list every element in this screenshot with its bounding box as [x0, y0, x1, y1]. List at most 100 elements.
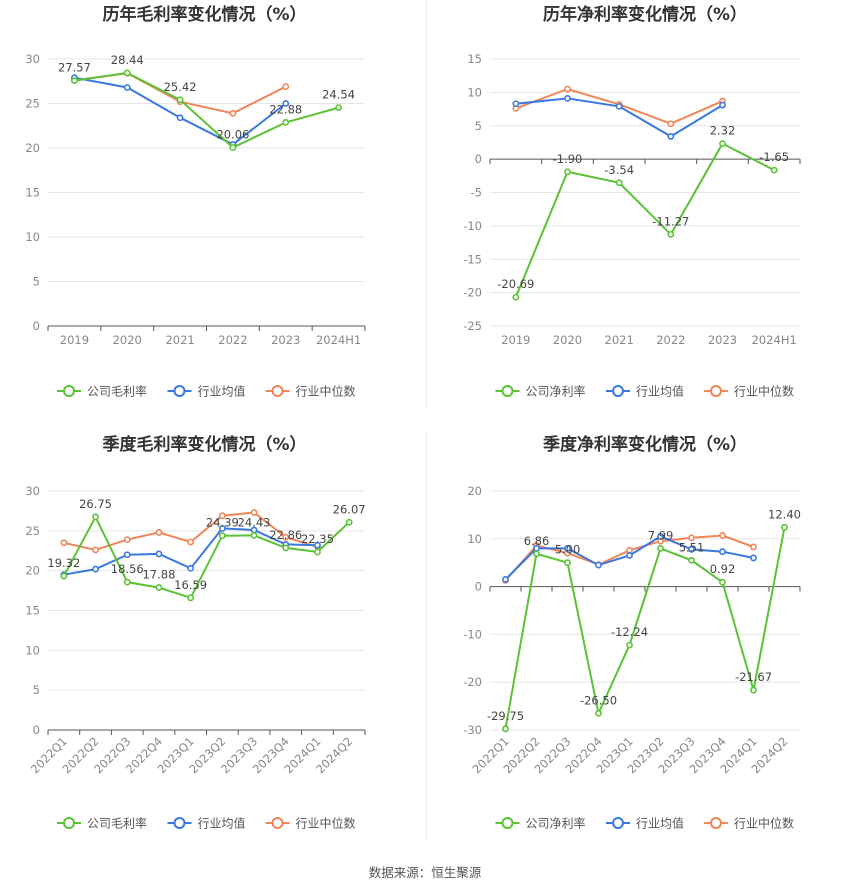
line-circle-icon [173, 385, 186, 397]
y-tick-label: 15 [25, 186, 40, 200]
data-point-industry_avg [626, 552, 633, 559]
line-circle-icon [173, 817, 186, 829]
line-circle-icon [612, 817, 624, 829]
data-point-company [564, 168, 571, 176]
data-label: 16.59 [174, 578, 207, 592]
data-label: -3.54 [604, 163, 634, 177]
line-circle-icon [501, 817, 514, 829]
data-point-company [176, 96, 184, 104]
y-tick-label: 20 [467, 484, 482, 498]
y-tick-label: -20 [463, 675, 482, 689]
y-tick-label: 0 [33, 319, 40, 333]
y-tick-label: 30 [25, 484, 40, 498]
chart-svg: 历年净利率变化情况（%） -25 -20 -15 -10 -5 0 5 10 15 2019 2020… [463, 4, 801, 399]
chart-quarterly-gross-margin: 季度毛利率变化情况（%） 0 5 10 15 20 25 30 2022Q1 2022Q2 2022… [0, 430, 425, 860]
legend-item-industry_median: 行业中位数 [704, 384, 794, 399]
data-label: -20.69 [497, 277, 534, 291]
y-tick-label: -15 [463, 252, 482, 266]
line-circle-icon [63, 385, 75, 397]
data-point-industry_median [229, 109, 237, 117]
x-tick-label: 2023 [708, 333, 737, 347]
series-line-company [504, 527, 786, 729]
data-point-industry_median [282, 83, 290, 90]
data-label: 26.07 [333, 502, 366, 516]
data-point-company [533, 550, 540, 558]
data-point-company [626, 641, 633, 649]
legend-label: 行业中位数 [734, 816, 794, 831]
data-label: 22.86 [269, 528, 302, 542]
data-label: -29.75 [487, 709, 524, 723]
x-tick-label: 2020 [553, 333, 582, 347]
data-point-industry_avg [564, 544, 571, 552]
data-label: -21.67 [735, 670, 772, 684]
data-label: 17.88 [142, 568, 175, 582]
data-point-industry_avg [176, 114, 184, 122]
legend-item-company: 公司净利率 [495, 816, 586, 831]
data-point-company [282, 118, 290, 126]
data-label: 7.99 [648, 528, 674, 542]
data-point-industry_median [123, 536, 131, 543]
data-point-industry_avg [502, 576, 509, 583]
y-tick-label: -5 [471, 186, 482, 200]
data-point-industry_avg [218, 525, 226, 532]
data-point-industry_avg [282, 100, 290, 107]
legend-label: 公司毛利率 [87, 816, 147, 831]
data-point-industry_avg [123, 84, 131, 91]
legend-item-industry_avg: 行业均值 [167, 384, 246, 399]
legend-label: 行业均值 [636, 384, 684, 399]
data-point-industry_avg [155, 550, 163, 558]
line-circle-icon [63, 817, 75, 829]
legend-label: 行业均值 [636, 816, 684, 831]
data-point-industry_median [667, 120, 675, 128]
x-tick-label: 2024H1 [316, 333, 361, 347]
data-point-company [314, 548, 321, 556]
y-tick-label: 0 [33, 723, 40, 737]
data-point-company [60, 572, 68, 580]
data-point-company [71, 77, 78, 85]
series-line-company [514, 142, 775, 298]
x-tick-label: 2019 [501, 333, 530, 347]
legend-item-industry_median: 行业中位数 [265, 384, 356, 399]
chart-quarterly-net-margin: 季度净利率变化情况（%） -30 -20 -10 0 10 20 2022Q1 2022Q2 20… [425, 430, 850, 860]
data-point-industry_avg [688, 545, 695, 553]
data-label: -1.90 [553, 152, 583, 166]
y-tick-label: 10 [467, 85, 482, 99]
legend-label: 行业中位数 [296, 816, 356, 831]
data-point-company [750, 686, 757, 694]
data-point-company [345, 518, 353, 526]
data-label: -26.50 [580, 693, 617, 707]
y-tick-label: 20 [25, 564, 40, 578]
data-point-industry_median [564, 85, 571, 93]
data-point-company [502, 725, 509, 733]
data-point-industry_median [719, 532, 726, 539]
data-point-industry_median [92, 546, 99, 554]
data-point-company [123, 69, 131, 77]
x-tick-label: 2023 [271, 333, 300, 347]
data-source: 数据来源：恒生聚源 [368, 865, 482, 880]
data-label: 19.32 [47, 556, 80, 570]
chart-svg: 季度毛利率变化情况（%）0510152025302022Q12022Q22022… [25, 434, 366, 831]
legend-item-industry_median: 行业中位数 [265, 816, 356, 831]
y-tick-label: 0 [475, 152, 482, 166]
data-point-company [564, 559, 571, 567]
chart-svg: 历年毛利率变化情况（%） 0 5 10 15 20 25 30 2019 2020 2021 2022… [25, 4, 366, 399]
x-tick-label: 2020 [113, 333, 142, 347]
y-tick-label: 5 [33, 275, 40, 289]
y-tick-label: 15 [25, 604, 40, 618]
data-label: 24.54 [322, 88, 355, 102]
data-label: 26.75 [79, 497, 112, 511]
y-tick-label: -30 [463, 723, 482, 737]
data-label: 22.88 [269, 102, 302, 116]
data-point-industry_avg [667, 133, 675, 140]
x-tick-label: 2019 [60, 333, 89, 347]
legend-label: 公司净利率 [526, 384, 586, 399]
data-point-company [229, 144, 237, 151]
line-circle-icon [710, 385, 722, 397]
y-tick-label: 25 [25, 97, 40, 111]
legend-label: 行业均值 [198, 384, 246, 399]
data-point-company [335, 104, 342, 111]
data-point-industry_avg [512, 100, 520, 108]
data-point-industry_avg [615, 102, 623, 110]
y-tick-label: 25 [25, 524, 40, 538]
series-line-company [63, 514, 350, 600]
